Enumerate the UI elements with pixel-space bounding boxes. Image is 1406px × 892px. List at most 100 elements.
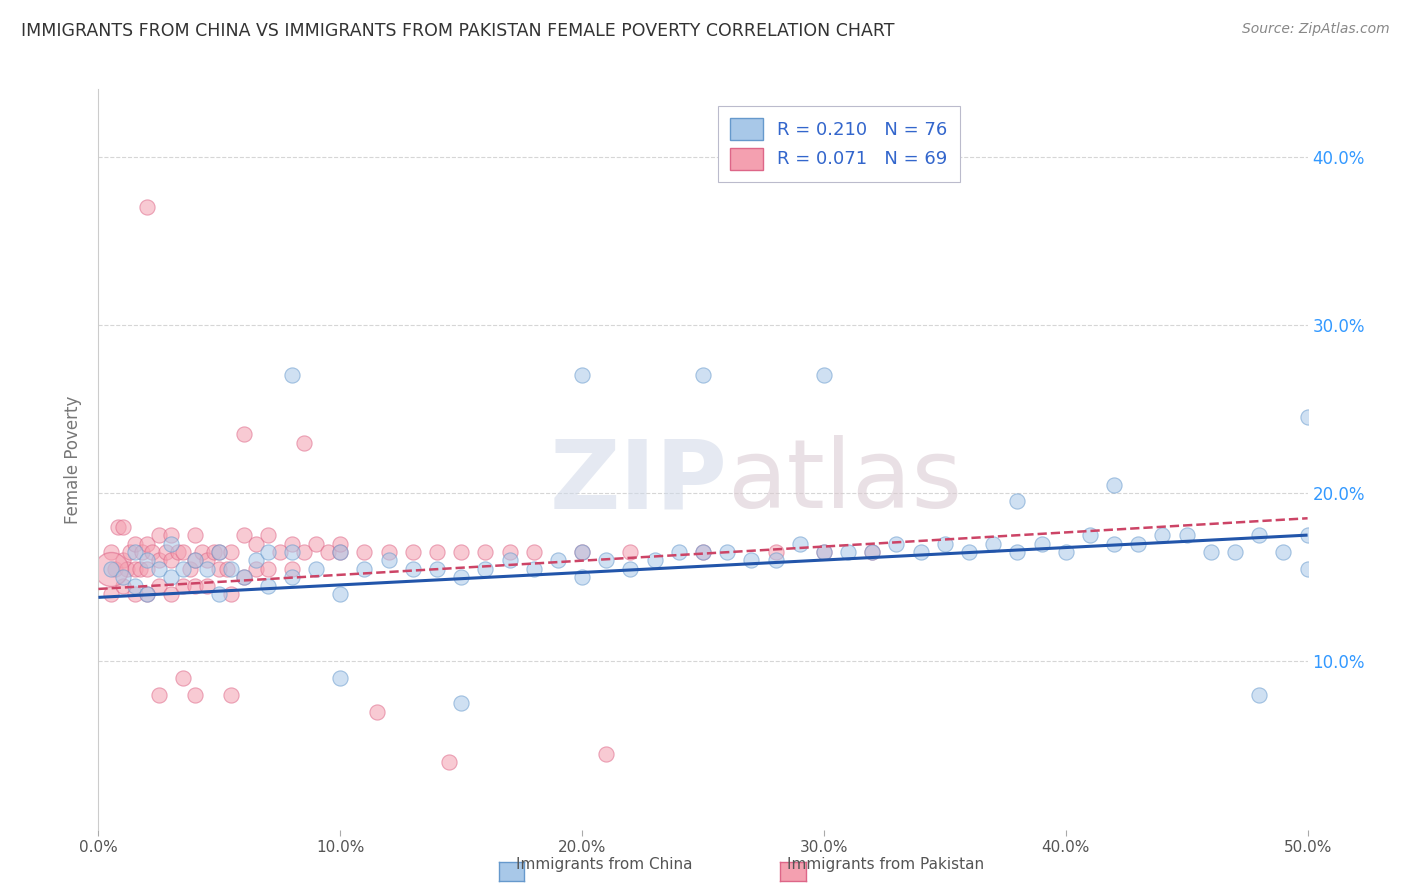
Point bbox=[716, 545, 738, 559]
Point bbox=[208, 562, 231, 576]
Point bbox=[474, 545, 496, 559]
Point bbox=[124, 587, 146, 601]
Point bbox=[232, 427, 254, 442]
Point bbox=[111, 570, 134, 584]
Point bbox=[329, 545, 352, 559]
Point bbox=[221, 562, 243, 576]
Point bbox=[208, 587, 231, 601]
Point bbox=[523, 545, 546, 559]
Point bbox=[1031, 536, 1053, 550]
Point bbox=[221, 688, 243, 702]
Point bbox=[160, 587, 183, 601]
Point bbox=[111, 519, 134, 533]
Point bbox=[1007, 494, 1029, 508]
Point bbox=[256, 562, 278, 576]
Point bbox=[644, 553, 666, 567]
Point bbox=[595, 747, 617, 761]
Point bbox=[571, 368, 593, 383]
Point bbox=[135, 200, 157, 214]
Point bbox=[402, 545, 425, 559]
Point bbox=[886, 536, 908, 550]
Point bbox=[329, 587, 352, 601]
Point bbox=[104, 562, 127, 576]
Point bbox=[1199, 545, 1222, 559]
Point bbox=[111, 578, 134, 592]
Point bbox=[124, 545, 146, 559]
Point bbox=[160, 553, 183, 567]
Point bbox=[135, 536, 157, 550]
Point bbox=[172, 671, 194, 685]
Point bbox=[860, 545, 883, 559]
Point bbox=[135, 553, 157, 567]
Point bbox=[765, 545, 787, 559]
Point bbox=[128, 562, 150, 576]
Point bbox=[1102, 536, 1125, 550]
Text: IMMIGRANTS FROM CHINA VS IMMIGRANTS FROM PAKISTAN FEMALE POVERTY CORRELATION CHA: IMMIGRANTS FROM CHINA VS IMMIGRANTS FROM… bbox=[21, 22, 894, 40]
Point bbox=[692, 545, 714, 559]
Point bbox=[281, 368, 304, 383]
Point bbox=[1054, 545, 1077, 559]
Point bbox=[281, 536, 304, 550]
Point bbox=[245, 553, 267, 567]
Point bbox=[155, 545, 177, 559]
Point bbox=[1296, 528, 1319, 542]
Point bbox=[571, 545, 593, 559]
Point bbox=[450, 545, 472, 559]
Point bbox=[191, 545, 214, 559]
Point bbox=[498, 553, 520, 567]
Point bbox=[692, 545, 714, 559]
Point bbox=[329, 536, 352, 550]
Point bbox=[124, 578, 146, 592]
Point bbox=[813, 368, 835, 383]
Point bbox=[498, 545, 520, 559]
Point bbox=[1249, 528, 1271, 542]
Point bbox=[167, 545, 190, 559]
Point bbox=[160, 570, 183, 584]
Point bbox=[208, 545, 231, 559]
Point bbox=[148, 688, 170, 702]
Point bbox=[1296, 562, 1319, 576]
Point bbox=[107, 519, 129, 533]
Point bbox=[195, 562, 218, 576]
Point bbox=[135, 587, 157, 601]
Point bbox=[100, 587, 122, 601]
Point bbox=[269, 545, 291, 559]
Point bbox=[184, 528, 207, 542]
Point bbox=[195, 578, 218, 592]
Point bbox=[668, 545, 690, 559]
Point bbox=[450, 697, 472, 711]
Point bbox=[1078, 528, 1101, 542]
Point bbox=[765, 553, 787, 567]
Point bbox=[1223, 545, 1246, 559]
Point bbox=[232, 570, 254, 584]
Point bbox=[100, 562, 122, 576]
Point bbox=[111, 553, 134, 567]
Point bbox=[195, 553, 218, 567]
Point bbox=[100, 562, 122, 576]
Point bbox=[100, 545, 122, 559]
Point bbox=[256, 578, 278, 592]
Point bbox=[740, 553, 762, 567]
Point bbox=[377, 553, 399, 567]
Point bbox=[571, 570, 593, 584]
Point bbox=[1175, 528, 1198, 542]
Point bbox=[353, 545, 375, 559]
Point bbox=[117, 562, 139, 576]
Point bbox=[135, 587, 157, 601]
Point bbox=[1272, 545, 1295, 559]
Point bbox=[135, 562, 157, 576]
Point bbox=[547, 553, 569, 567]
Point bbox=[692, 368, 714, 383]
Point bbox=[1152, 528, 1174, 542]
Point bbox=[292, 545, 315, 559]
Point bbox=[1296, 410, 1319, 425]
Point bbox=[141, 545, 163, 559]
Legend: R = 0.210   N = 76, R = 0.071   N = 69: R = 0.210 N = 76, R = 0.071 N = 69 bbox=[717, 105, 960, 182]
Point bbox=[245, 536, 267, 550]
Point bbox=[256, 545, 278, 559]
Point bbox=[131, 545, 153, 559]
Point bbox=[426, 562, 449, 576]
Point bbox=[124, 536, 146, 550]
Point bbox=[1102, 477, 1125, 491]
Point bbox=[179, 562, 201, 576]
